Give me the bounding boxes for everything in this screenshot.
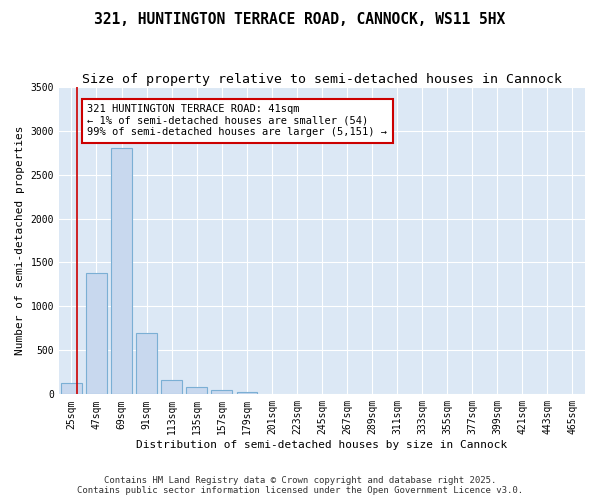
Bar	[187, 388, 207, 394]
Title: Size of property relative to semi-detached houses in Cannock: Size of property relative to semi-detach…	[82, 72, 562, 86]
Text: 321 HUNTINGTON TERRACE ROAD: 41sqm
← 1% of semi-detached houses are smaller (54): 321 HUNTINGTON TERRACE ROAD: 41sqm ← 1% …	[88, 104, 388, 138]
X-axis label: Distribution of semi-detached houses by size in Cannock: Distribution of semi-detached houses by …	[136, 440, 508, 450]
Text: 321, HUNTINGTON TERRACE ROAD, CANNOCK, WS11 5HX: 321, HUNTINGTON TERRACE ROAD, CANNOCK, W…	[94, 12, 506, 28]
Bar	[86, 273, 107, 394]
Y-axis label: Number of semi-detached properties: Number of semi-detached properties	[15, 126, 25, 355]
Bar	[161, 380, 182, 394]
Bar	[61, 383, 82, 394]
Bar	[211, 390, 232, 394]
Text: Contains HM Land Registry data © Crown copyright and database right 2025.
Contai: Contains HM Land Registry data © Crown c…	[77, 476, 523, 495]
Bar	[136, 333, 157, 394]
Bar	[111, 148, 132, 394]
Bar	[236, 392, 257, 394]
